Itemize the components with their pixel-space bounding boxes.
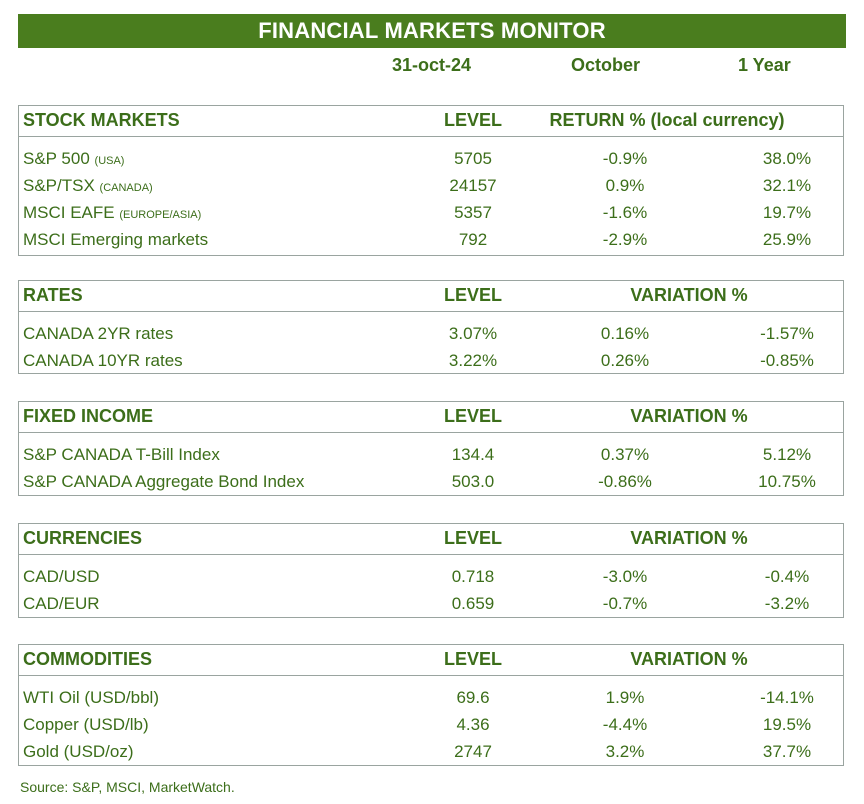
section-header: COMMODITIES LEVEL VARIATION % (19, 645, 843, 676)
variation-label: VARIATION % (630, 406, 748, 426)
row-month: 0.37% (600, 445, 650, 464)
table-row: S&P CANADA Aggregate Bond Index 503.0 -0… (19, 469, 843, 496)
level-label: LEVEL (443, 285, 502, 305)
row-level: 134.4 (451, 445, 495, 464)
row-year: -0.4% (764, 567, 810, 586)
variation-label: VARIATION % (630, 285, 748, 305)
row-year: 38.0% (762, 149, 812, 168)
row-region: (EUROPE/ASIA) (119, 209, 202, 221)
row-month: 3.2% (605, 742, 645, 761)
row-month: -0.7% (602, 594, 648, 613)
table-row: CANADA 10YR rates 3.22% 0.26% -0.85% (19, 348, 843, 375)
section-title: COMMODITIES (23, 649, 152, 669)
row-name: CAD/EUR (23, 594, 100, 613)
section-title: STOCK MARKETS (23, 110, 180, 130)
row-year: 25.9% (762, 230, 812, 249)
level-label: LEVEL (443, 649, 502, 669)
row-month: 1.9% (605, 688, 645, 707)
section-header: FIXED INCOME LEVEL VARIATION % (19, 402, 843, 433)
row-level: 5357 (454, 203, 492, 222)
source-note: Source: S&P, MSCI, MarketWatch. (20, 779, 235, 795)
table-row: WTI Oil (USD/bbl) 69.6 1.9% -14.1% (19, 685, 843, 712)
row-name: S&P/TSX (23, 176, 95, 195)
row-name: S&P CANADA Aggregate Bond Index (23, 472, 305, 491)
row-month: -3.0% (602, 567, 648, 586)
row-name: S&P 500 (23, 149, 90, 168)
row-year: -0.85% (760, 351, 814, 370)
row-name: Copper (USD/lb) (23, 715, 149, 734)
table-row: S&P 500 (USA) 5705 -0.9% 38.0% (19, 146, 843, 173)
section-header: RATES LEVEL VARIATION % (19, 281, 843, 312)
row-year: 19.7% (762, 203, 812, 222)
table-row: CAD/EUR 0.659 -0.7% -3.2% (19, 591, 843, 618)
rates-section: RATES LEVEL VARIATION % CANADA 2YR rates… (18, 280, 844, 374)
row-name: MSCI Emerging markets (23, 230, 209, 249)
row-level: 0.659 (451, 594, 495, 613)
row-level: 24157 (449, 176, 497, 195)
variation-label: RETURN % (local currency) (549, 110, 785, 130)
row-name: CAD/USD (23, 567, 100, 586)
row-name: CANADA 10YR rates (23, 351, 183, 370)
page-title: FINANCIAL MARKETS MONITOR (18, 14, 846, 48)
row-name: MSCI EAFE (23, 203, 115, 222)
row-month: -2.9% (602, 230, 648, 249)
row-year: 37.7% (762, 742, 812, 761)
row-level: 5705 (454, 149, 492, 168)
date-column-header: 31-oct-24 (392, 55, 472, 75)
variation-label: VARIATION % (630, 649, 748, 669)
level-label: LEVEL (443, 406, 502, 426)
row-level: 3.07% (448, 324, 498, 343)
row-name: S&P CANADA T-Bill Index (23, 445, 220, 464)
row-level: 503.0 (451, 472, 495, 491)
section-title: RATES (23, 285, 83, 305)
row-level: 69.6 (456, 688, 490, 707)
row-name: Gold (USD/oz) (23, 742, 134, 761)
variation-label: VARIATION % (630, 528, 748, 548)
table-row: MSCI Emerging markets 792 -2.9% 25.9% (19, 227, 843, 254)
table-row: CANADA 2YR rates 3.07% 0.16% -1.57% (19, 321, 843, 348)
row-region: (USA) (94, 155, 125, 167)
section-header: STOCK MARKETS LEVEL RETURN % (local curr… (19, 106, 843, 137)
row-level: 792 (458, 230, 488, 249)
row-month: -0.86% (598, 472, 652, 491)
row-level: 3.22% (448, 351, 498, 370)
month-column-header: October (571, 55, 641, 75)
row-year: -1.57% (760, 324, 814, 343)
row-level: 4.36 (456, 715, 490, 734)
level-label: LEVEL (443, 528, 502, 548)
section-title: FIXED INCOME (23, 406, 154, 426)
section-title: CURRENCIES (23, 528, 143, 548)
row-year: 32.1% (762, 176, 812, 195)
row-name: WTI Oil (USD/bbl) (23, 688, 159, 707)
row-month: 0.16% (600, 324, 650, 343)
table-row: S&P CANADA T-Bill Index 134.4 0.37% 5.12… (19, 442, 843, 469)
table-row: MSCI EAFE (EUROPE/ASIA) 5357 -1.6% 19.7% (19, 200, 843, 227)
commodities-section: COMMODITIES LEVEL VARIATION % WTI Oil (U… (18, 644, 844, 766)
row-year: -3.2% (764, 594, 810, 613)
row-month: -0.9% (602, 149, 648, 168)
level-label: LEVEL (443, 110, 502, 130)
currencies-section: CURRENCIES LEVEL VARIATION % CAD/USD 0.7… (18, 523, 844, 618)
row-level: 2747 (454, 742, 492, 761)
fixed-income-section: FIXED INCOME LEVEL VARIATION % S&P CANAD… (18, 401, 844, 496)
row-year: 19.5% (762, 715, 812, 734)
row-month: -4.4% (602, 715, 648, 734)
row-month: -1.6% (602, 203, 648, 222)
row-month: 0.9% (605, 176, 645, 195)
row-year: 10.75% (758, 472, 816, 491)
table-row: CAD/USD 0.718 -3.0% -0.4% (19, 564, 843, 591)
year-column-header: 1 Year (738, 55, 791, 75)
row-year: -14.1% (760, 688, 814, 707)
section-header: CURRENCIES LEVEL VARIATION % (19, 524, 843, 555)
stock-markets-section: STOCK MARKETS LEVEL RETURN % (local curr… (18, 105, 844, 256)
table-row: Gold (USD/oz) 2747 3.2% 37.7% (19, 739, 843, 766)
table-row: S&P/TSX (CANADA) 24157 0.9% 32.1% (19, 173, 843, 200)
row-month: 0.26% (600, 351, 650, 370)
row-year: 5.12% (762, 445, 812, 464)
row-region: (CANADA) (99, 182, 153, 194)
row-level: 0.718 (451, 567, 495, 586)
table-row: Copper (USD/lb) 4.36 -4.4% 19.5% (19, 712, 843, 739)
row-name: CANADA 2YR rates (23, 324, 174, 343)
